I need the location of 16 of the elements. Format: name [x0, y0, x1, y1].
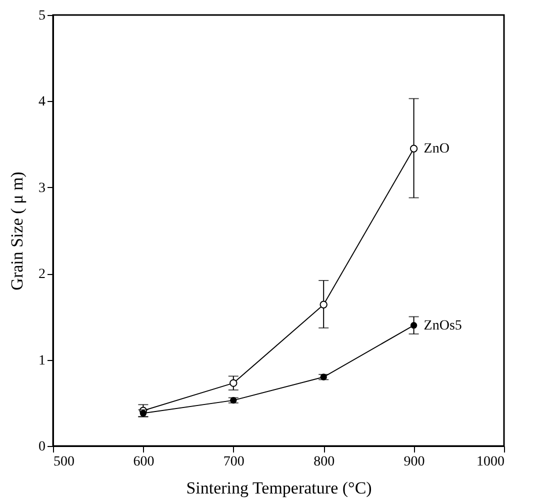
y-tick-label: 4 [38, 94, 46, 110]
x-axis-title: Sintering Temperature (°C) [186, 478, 372, 498]
y-tick-label: 1 [38, 353, 46, 368]
y-axis-title: Grain Size ( μ m) [8, 172, 26, 290]
y-tick-label: 3 [38, 180, 46, 196]
x-tick-label: 1000 [476, 454, 504, 470]
series-label: ZnOs5 [424, 318, 462, 334]
x-tick-label: 700 [223, 454, 244, 470]
x-tick-label: 900 [404, 454, 425, 470]
y-tick-label: 5 [38, 8, 46, 24]
series-label: ZnO [424, 142, 450, 157]
x-tick-label: 600 [133, 454, 154, 470]
x-tick-label: 500 [54, 454, 74, 470]
x-tick-label: 800 [314, 454, 335, 470]
y-tick-label: 0 [38, 440, 46, 454]
y-tick-label: 2 [38, 267, 46, 282]
